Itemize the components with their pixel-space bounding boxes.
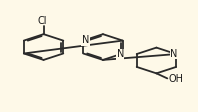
Text: OH: OH bbox=[168, 74, 183, 84]
Text: N: N bbox=[170, 49, 177, 59]
Text: N: N bbox=[117, 49, 124, 59]
Text: Cl: Cl bbox=[38, 16, 47, 26]
Text: N: N bbox=[82, 35, 89, 45]
